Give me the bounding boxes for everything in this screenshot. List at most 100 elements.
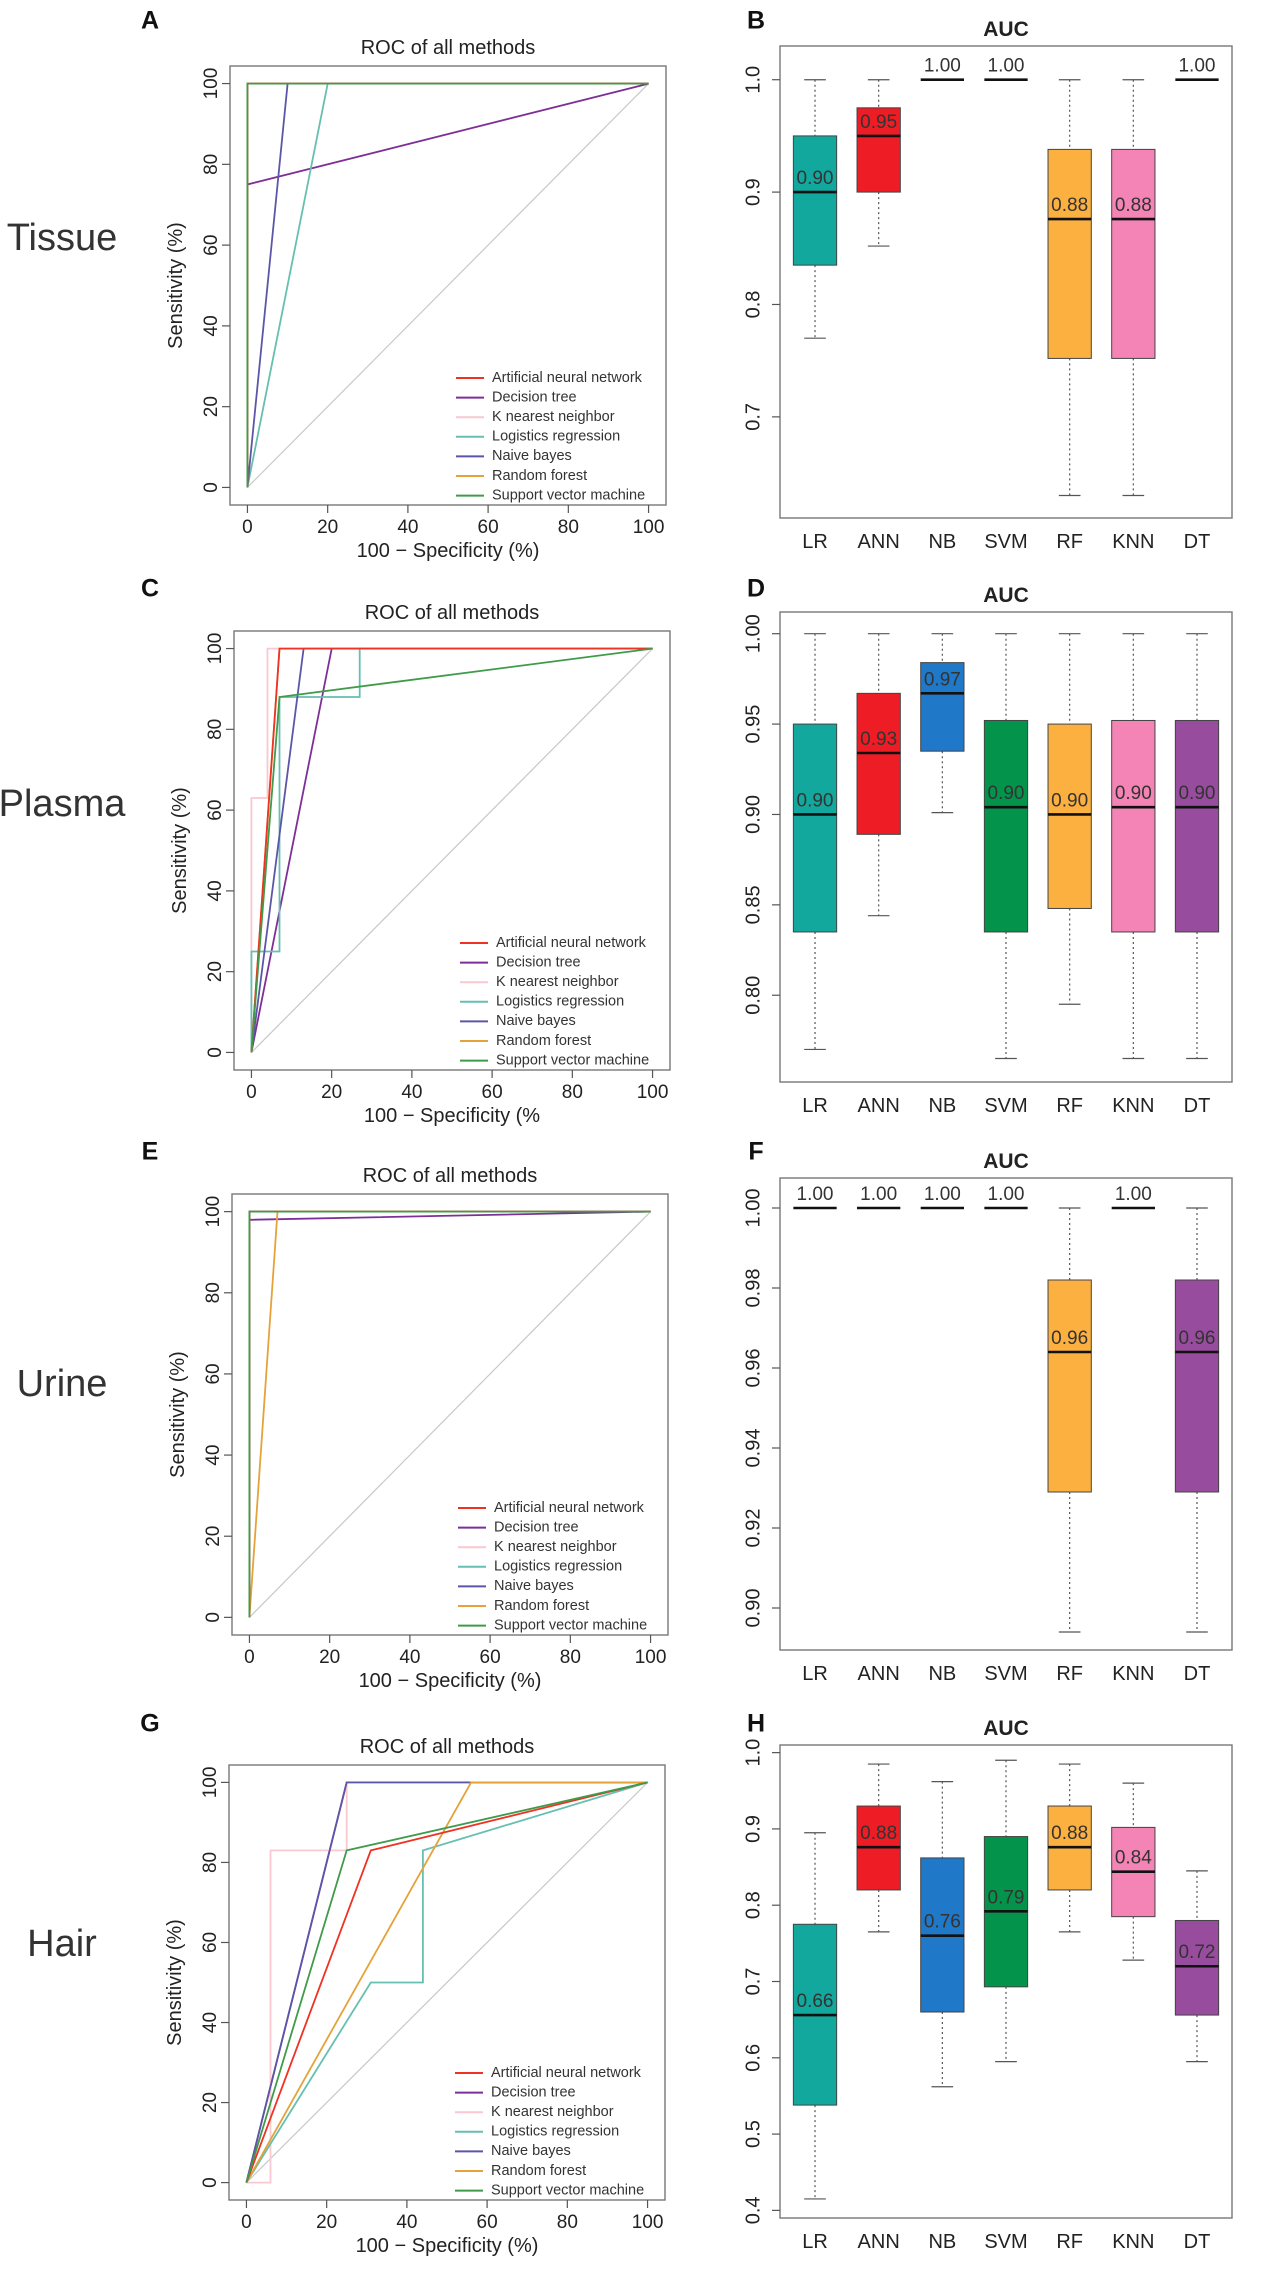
median-label: 1.00 [988,56,1025,77]
panel-letter-g: G [140,1710,159,1738]
row-label-hair: Hair [27,1923,97,1965]
box-nb: 1.00 [920,56,964,82]
category-label-dt: DT [1184,1663,1211,1685]
box-body [1174,1279,1220,1493]
y-tick-label: 100 [201,68,222,100]
legend-label: Random forest [496,1033,591,1049]
box-svm: 0.90 [983,633,1029,1060]
roc-title: ROC of all methods [363,1165,538,1187]
panel-letter-h: H [747,1710,765,1738]
y-tick-label: 0.95 [742,705,764,744]
legend-label: Logistics regression [491,2124,619,2140]
category-label-ann: ANN [858,1095,900,1117]
x-tick-label: 40 [397,517,418,538]
box-lr: 0.90 [792,633,838,1051]
y-tick-label: 60 [200,1932,221,1953]
y-tick-label: 0.8 [742,291,764,319]
panel-letter-e: E [142,1138,159,1166]
y-tick-label: 0.8 [742,1891,764,1919]
roc-title: ROC of all methods [360,1736,535,1758]
category-label-lr: LR [802,1095,828,1117]
legend-label: Support vector machine [492,487,645,503]
x-tick-label: 20 [317,517,338,538]
legend-label: Decision tree [494,1519,579,1535]
x-tick-label: 0 [246,1082,257,1103]
roc-y-axis-label: Sensitivity (%) [165,222,187,349]
y-tick-label: 60 [201,235,222,256]
roc-y-axis-label: Sensitivity (%) [167,1351,189,1478]
legend-label: Artificial neural network [494,1500,645,1516]
legend-label: Naive bayes [496,1013,576,1029]
roc-panel-c: 0 0 20 20 40 40 60 60 80 80 100 100 ROC of all metho… [169,602,671,1127]
y-tick-label: 0.92 [742,1509,764,1548]
category-label-knn: KNN [1112,2231,1154,2253]
y-tick-label: 0.85 [742,885,764,924]
roc-x-axis-label: 100 − Specificity (% [364,1105,540,1127]
median-label: 0.96 [1051,1328,1088,1349]
roc-curve-support-vector-machine [246,82,649,488]
category-label-nb: NB [928,2231,956,2253]
y-tick-label: 80 [203,1282,224,1303]
category-label-lr: LR [802,1663,828,1685]
roc-y-axis-label: Sensitivity (%) [164,1919,186,2046]
y-tick-label: 0.9 [742,1815,764,1843]
category-label-knn: KNN [1112,531,1154,553]
y-tick-label: 60 [203,1363,224,1384]
median-label: 0.76 [924,1912,961,1933]
median-label: 1.00 [1178,56,1215,77]
legend-label: K nearest neighbor [492,409,615,425]
roc-curve-support-vector-machine [248,1210,651,1618]
roc-curve-logistics-regression [245,1781,648,2184]
auc-title: AUC [983,18,1029,41]
roc-diagonal [247,83,649,488]
box-body [1047,723,1092,909]
median-label: 0.90 [1051,790,1088,811]
x-tick-label: 0 [244,1647,255,1668]
y-tick-label: 100 [200,1767,221,1799]
x-tick-label: 40 [399,1647,420,1668]
box-body [792,723,838,933]
y-tick-label: 80 [205,719,226,740]
median-label: 0.90 [1115,783,1152,804]
roc-plot-frame [233,630,671,1071]
box-rf: 0.96 [1047,1207,1092,1633]
y-tick-label: 1.0 [742,1739,764,1767]
auc-title: AUC [983,1717,1029,1740]
roc-curve-support-vector-machine [250,647,653,1053]
x-tick-label: 100 [632,2212,664,2233]
auc-panel-f: AUC 0.90 0.92 0.94 0.96 0.98 1.00 LR ANN NB SVM RF K… [742,1150,1233,1685]
legend-label: Support vector machine [491,2182,644,2198]
legend-label: Decision tree [491,2084,576,2100]
panel-letter-c: C [141,575,159,603]
x-tick-label: 20 [319,1647,340,1668]
auc-plot-frame [779,45,1233,519]
median-label: 0.96 [1178,1328,1215,1349]
box-dt: 1.00 [1175,56,1219,82]
roc-diagonal [251,648,653,1053]
x-tick-label: 0 [241,2212,252,2233]
median-label: 1.00 [1115,1184,1152,1205]
y-tick-label: 0 [203,1612,224,1623]
box-lr: 0.90 [792,79,838,339]
box-ann: 0.88 [856,1763,901,1933]
box-body [920,662,965,752]
y-tick-label: 0.90 [742,1589,764,1628]
roc-y-axis-label: Sensitivity (%) [169,787,191,914]
median-label: 0.88 [860,1823,897,1844]
legend-label: Decision tree [492,389,577,405]
median-label: 0.79 [988,1887,1025,1908]
category-label-nb: NB [928,1095,956,1117]
roc-plot-frame [231,1193,669,1636]
median-label: 0.90 [1178,783,1215,804]
panel-letter-f: F [748,1138,763,1166]
box-rf: 0.88 [1047,79,1092,497]
box-nb: 0.76 [920,1781,965,2088]
median-label: 1.00 [924,1184,961,1205]
category-label-ann: ANN [858,1663,900,1685]
x-tick-label: 100 [635,1647,667,1668]
x-tick-label: 80 [557,2212,578,2233]
panel-letter-a: A [141,7,159,35]
panel-letter-b: B [747,7,765,35]
row-label-tissue: Tissue [7,217,118,259]
